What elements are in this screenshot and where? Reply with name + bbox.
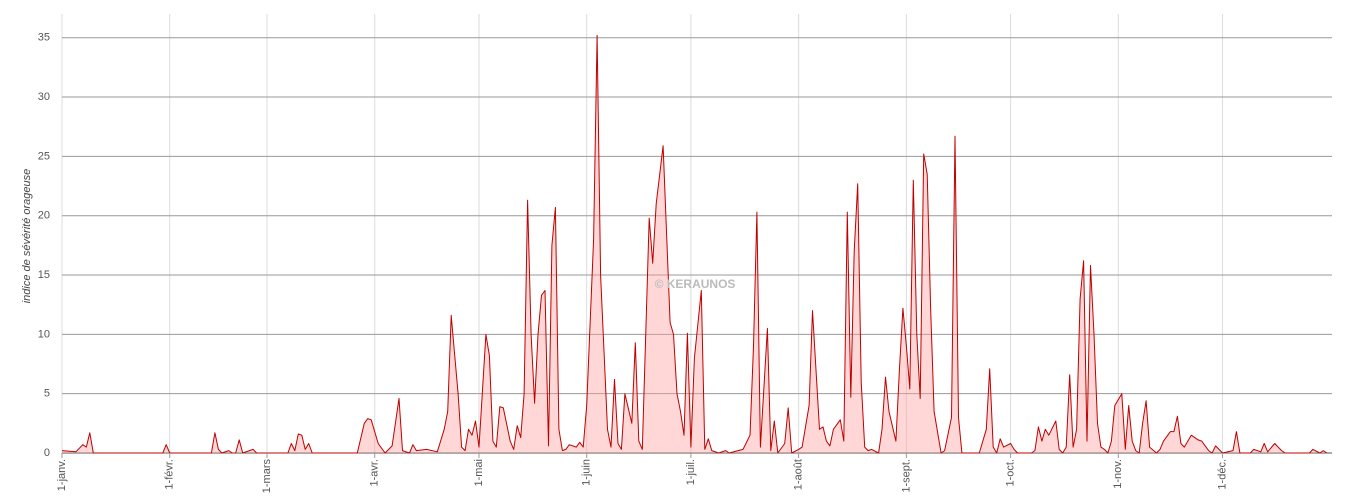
x-tick-label: 1-mai: [473, 459, 485, 487]
x-tick-label: 1-févr.: [164, 459, 176, 490]
y-axis-label: indice de sévérité orageuse: [21, 169, 33, 304]
x-tick-label: 1-juin: [581, 459, 593, 486]
watermark: © KERAUNOS: [655, 277, 736, 291]
x-tick-label: 1-sept.: [900, 459, 912, 493]
x-tick-label: 1-déc.: [1216, 459, 1228, 490]
x-tick-label: 1-janv.: [56, 459, 68, 491]
x-tick-label: 1-août: [793, 459, 805, 490]
y-tick-label: 30: [38, 91, 50, 103]
x-tick-label: 1-avr.: [369, 459, 381, 487]
area: [62, 35, 1327, 454]
y-tick-label: 25: [38, 150, 50, 162]
y-tick-label: 20: [38, 210, 50, 222]
x-tick-label: 1-mars: [261, 459, 273, 494]
x-tick-label: 1-juil.: [685, 459, 697, 485]
x-tick-label: 1-oct.: [1004, 459, 1016, 487]
y-tick-label: 10: [38, 328, 50, 340]
y-tick-label: 35: [38, 32, 50, 44]
y-tick-label: 0: [44, 447, 50, 459]
x-tick-label: 1-nov.: [1112, 459, 1124, 489]
y-tick-label: 15: [38, 269, 50, 281]
line: [61, 34, 1328, 454]
y-tick-label: 5: [44, 388, 50, 400]
